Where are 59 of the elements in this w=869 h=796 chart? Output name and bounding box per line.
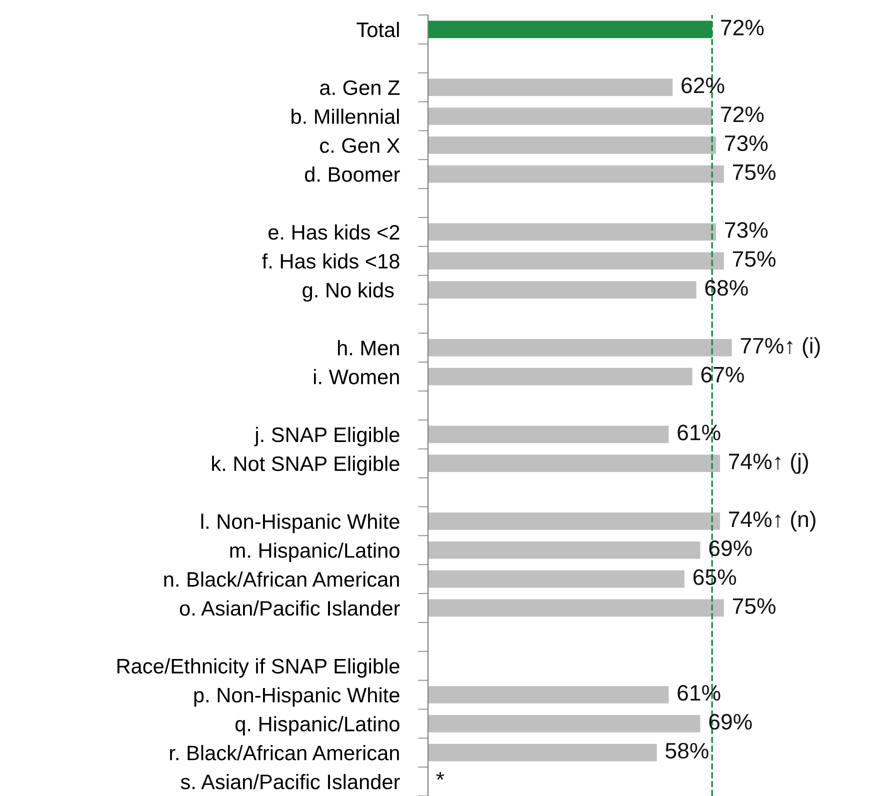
- data-label: 75%: [732, 164, 776, 180]
- data-label: 77%↑ (i): [740, 337, 820, 358]
- data-label: 74%↑ (n): [729, 510, 816, 532]
- y-tick-label: a. Gen Z: [320, 80, 400, 96]
- y-tick-label: o. Asian/Pacific Islander: [180, 600, 400, 616]
- bar: [428, 599, 724, 617]
- y-tick-label: j. SNAP Eligible: [254, 426, 400, 446]
- y-tick-label: s. Asian/Pacific Islander: [180, 774, 400, 790]
- data-label: 74%↑ (j): [729, 452, 808, 474]
- y-tick-label: b. Millennial: [292, 108, 399, 124]
- y-tick-label: n. Black/African American: [164, 572, 399, 587]
- data-label: 67%: [701, 366, 744, 383]
- bar: [428, 338, 732, 356]
- bar: [428, 136, 716, 154]
- bar: [428, 570, 684, 588]
- bar: [428, 512, 720, 530]
- y-tick-label: m. Hispanic/Latino: [230, 542, 400, 562]
- bar: [428, 426, 669, 444]
- text: *: [436, 772, 444, 780]
- data-label: 69%: [709, 714, 752, 730]
- bar: [428, 78, 673, 96]
- data-label: 61%: [678, 424, 720, 440]
- data-label: 72%: [721, 20, 764, 36]
- data-label: 58%: [666, 742, 708, 759]
- data-label: 68%: [705, 280, 748, 296]
- y-tick-label: i. Women: [314, 369, 399, 384]
- bar: [428, 686, 669, 704]
- y-tick-label: Race/Ethnicity if SNAP Eligible: [117, 658, 400, 678]
- data-label: 75%: [732, 598, 776, 614]
- data-label: 73%: [725, 222, 768, 238]
- bar: [428, 744, 657, 762]
- y-tick-label: Total: [356, 22, 399, 38]
- bar: [428, 108, 712, 125]
- y-tick-label: l. Non-Hispanic White: [201, 514, 400, 534]
- bar: [428, 715, 700, 732]
- y-tick-label: p. Non-Hispanic White: [194, 687, 400, 707]
- data-label: 62%: [682, 78, 724, 94]
- bar: [428, 281, 696, 298]
- bar: [428, 252, 724, 270]
- data-label: 61%: [678, 684, 720, 701]
- data-label: 72%: [721, 106, 764, 122]
- bar: [428, 454, 720, 472]
- y-tick-label: r. Black/African American: [170, 745, 399, 760]
- y-tick-label: k. Not SNAP Eligible: [212, 456, 400, 476]
- bar: [428, 165, 724, 183]
- y-tick-label: d. Boomer: [304, 166, 400, 182]
- y-tick-label: e. Has kids <2: [268, 224, 400, 240]
- y-tick-label: c. Gen X: [320, 138, 400, 153]
- y-tick-label: f. Has kids <18: [262, 253, 400, 269]
- y-tick-label: g. No kids: [302, 282, 394, 302]
- data-label: 69%: [709, 540, 752, 556]
- bar: [428, 223, 716, 241]
- y-tick-label: h. Men: [338, 340, 399, 356]
- y-tick-label: q. Hispanic/Latino: [236, 716, 400, 736]
- data-label: 75%: [732, 251, 776, 267]
- bar: [428, 541, 700, 559]
- data-label: 65%: [693, 569, 736, 586]
- data-label: 73%: [725, 135, 768, 152]
- bar: [428, 368, 692, 386]
